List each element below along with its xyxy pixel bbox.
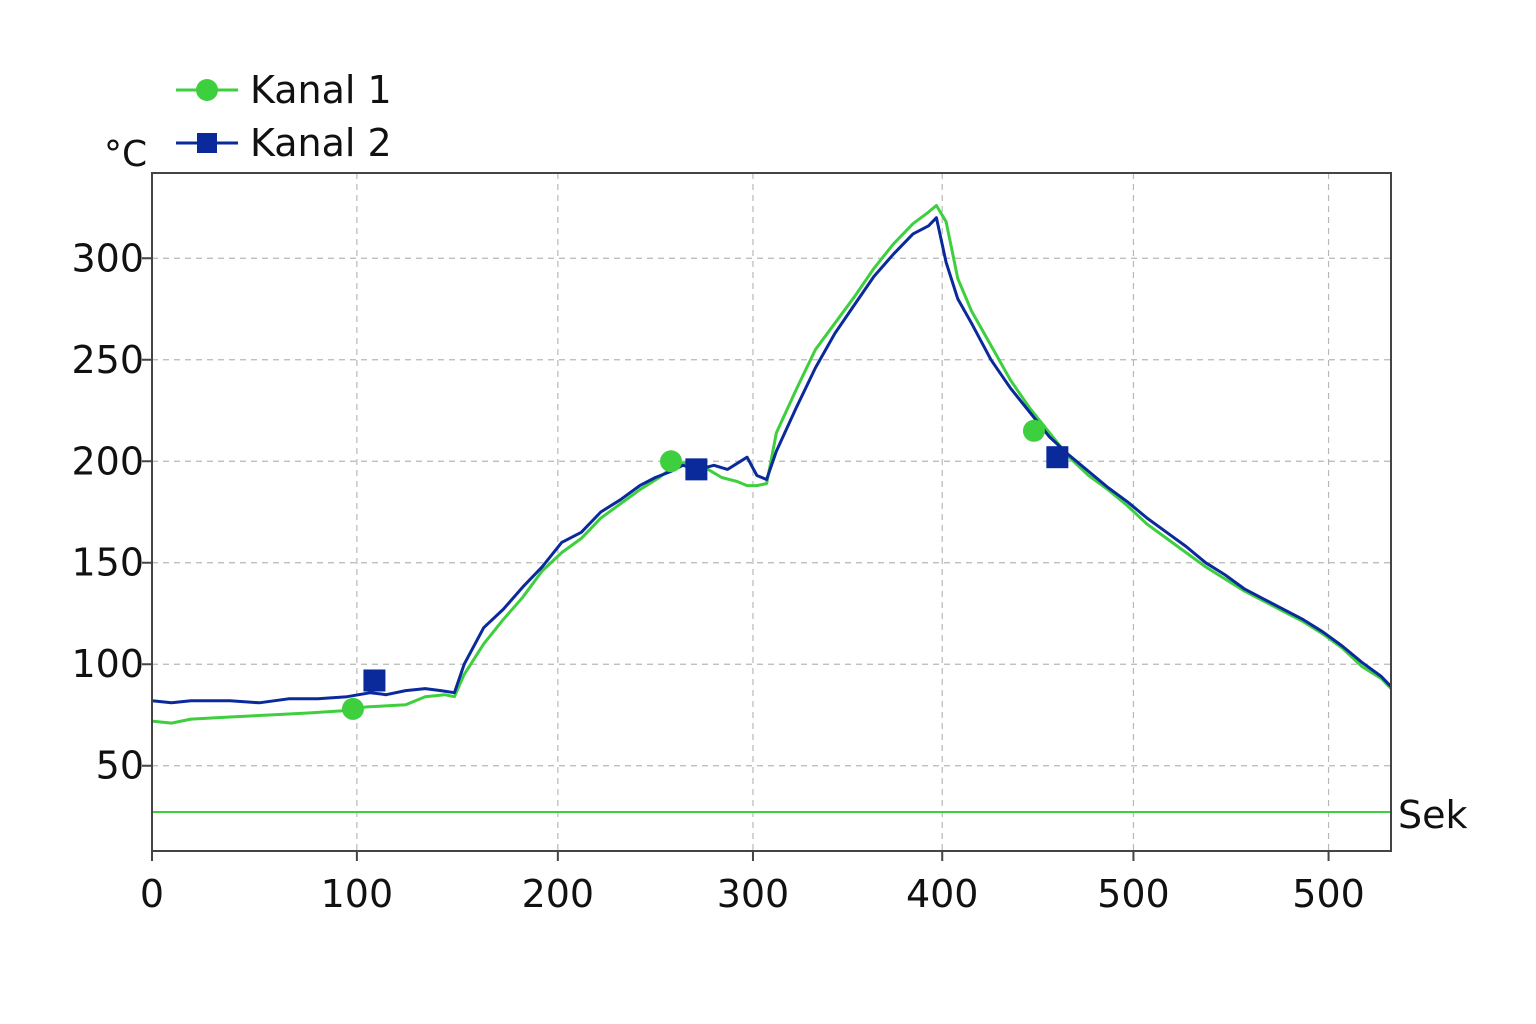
- series-lines: [151, 204, 1393, 725]
- y-tick-label: 300: [71, 236, 144, 280]
- legend-marker-circle: [196, 79, 218, 101]
- legend-label: Kanal 2: [250, 121, 392, 165]
- series-markers: [341, 419, 1069, 720]
- x-tick-label: 500: [1097, 872, 1170, 916]
- y-axis: 50 100 150 200 250 300: [71, 236, 152, 788]
- x-tick-label: 500: [1292, 872, 1365, 916]
- series-line-1: [151, 204, 1393, 725]
- series-line-2: [151, 216, 1393, 705]
- series-marker-2: [1046, 446, 1069, 469]
- series-marker-2: [685, 458, 708, 481]
- series-marker-1: [341, 697, 364, 720]
- y-tick-label: 150: [71, 541, 144, 585]
- x-tick-label: 200: [522, 872, 595, 916]
- legend-marker-square: [197, 133, 217, 153]
- legend: Kanal 1 Kanal 2: [176, 68, 392, 165]
- legend-label: Kanal 1: [250, 68, 392, 112]
- x-tick-label: 400: [906, 872, 979, 916]
- x-tick-label: 300: [717, 872, 790, 916]
- x-tick-label: 0: [140, 872, 164, 916]
- y-tick-label: 250: [71, 338, 144, 382]
- series-marker-1: [1022, 419, 1045, 442]
- plot-frame: [151, 172, 1392, 852]
- y-tick-label: 200: [71, 439, 144, 483]
- series-marker-1: [660, 450, 683, 473]
- x-tick-label: 100: [321, 872, 394, 916]
- y-axis-label: °C: [104, 134, 147, 175]
- y-tick-label: 50: [96, 744, 144, 788]
- series-marker-2: [363, 669, 386, 692]
- y-tick-label: 100: [71, 642, 144, 686]
- x-axis: 0 100 200 300 400 500 500: [140, 851, 1365, 916]
- x-axis-label: Sek: [1398, 793, 1468, 837]
